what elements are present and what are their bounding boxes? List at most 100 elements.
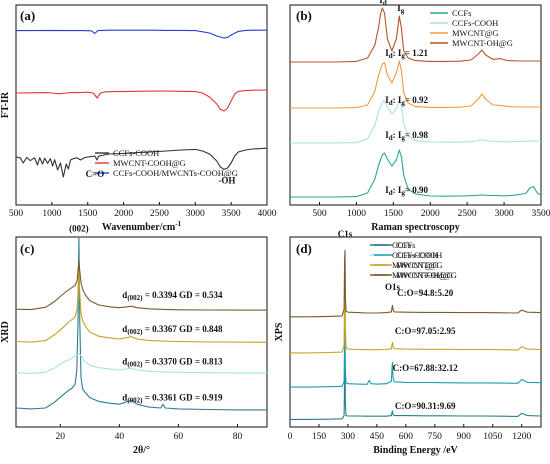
x-tick-label: 60 — [174, 432, 184, 442]
annotation-subscript: g — [401, 189, 405, 197]
plot-frame — [15, 4, 268, 206]
annotation-subscript: d — [383, 0, 387, 7]
x-tick-label: 2500 — [150, 209, 169, 219]
annotation-subscript: d — [389, 134, 393, 142]
annotation-subscript: g — [401, 7, 405, 15]
annotation-subscript: g — [401, 52, 405, 60]
legend-entry: CCFs — [452, 8, 471, 18]
annotation-subscript: g — [401, 134, 405, 142]
x-axis-label: Raman spectroscopy — [371, 222, 459, 233]
annotation-text: : I — [393, 130, 402, 140]
x-tick-label: 1050 — [483, 432, 502, 442]
panel-2: 500 1000 1500 2000 2500 3000 3500 Raman spectro… — [289, 0, 550, 233]
series-line — [16, 29, 267, 39]
x-tick-label: 1000 — [42, 209, 61, 219]
series-line — [290, 365, 542, 420]
annotation: C1s — [338, 229, 353, 239]
x-tick-label: 20 — [56, 432, 66, 442]
series-line — [290, 60, 541, 109]
legend-entry: MWCNT@G — [396, 260, 443, 270]
legend-entry: CCFs-COOH — [113, 148, 159, 158]
annotation: Id — [379, 0, 387, 7]
x-tick-label: 3000 — [186, 209, 205, 219]
legend: CCFs-COOHMWCNT-COOH@GCCFs-COOH/MWCNTs-CO… — [95, 148, 238, 178]
annotation-text: = 0.3394 GD = 0.534 — [142, 290, 223, 300]
annotation-text: : I — [393, 185, 402, 195]
annotation-text: = 0.98 — [405, 130, 429, 140]
legend-entry: CCFs-COOH — [392, 250, 438, 260]
legend-entry: CCFs-COOH — [396, 250, 442, 260]
series-line — [15, 259, 267, 311]
panel-4: 0 150 300 450 600 750 900 1050 1200 Binding Energ… — [274, 229, 542, 456]
x-tick-label: 1000 — [347, 209, 366, 219]
x-tick-label: 2000 — [114, 209, 133, 219]
x-tick-label: 600 — [399, 432, 414, 442]
x-tick-label: 500 — [312, 209, 327, 219]
panel-3: 20 40 60 80 2θ/° XRD (c) CCFsCCFs-COOHMWCNT@GMW… — [0, 223, 453, 456]
x-tick-label: 3000 — [495, 209, 514, 219]
annotation: Id: Ig= 0.90 — [385, 185, 428, 197]
legend-entry: CCFs-COOH/MWCNTs-COOH@G — [113, 168, 238, 178]
plot-frame — [289, 4, 542, 206]
plot-frame — [15, 236, 268, 428]
annotation: C=O — [86, 169, 105, 179]
x-tick-label: 1500 — [384, 209, 403, 219]
annotation: C:O=97.05:2.95 — [395, 326, 456, 336]
x-tick-label: 2500 — [458, 209, 477, 219]
y-axis-label: FT-IR — [0, 91, 11, 118]
series-line — [290, 99, 542, 144]
annotation: d(002) = 0.3367 GD = 0.848 — [122, 324, 223, 336]
y-axis-label: XRD — [0, 321, 11, 343]
panel-1: 500 1000 1500 2000 2500 3000 3500 4000 Wavenumbe… — [0, 4, 277, 233]
series-line — [15, 270, 268, 343]
x-tick-label: 3500 — [532, 209, 550, 219]
series-line — [290, 7, 541, 63]
x-tick-label: 1200 — [512, 432, 531, 442]
annotation-text: = 0.3367 GD = 0.848 — [142, 324, 223, 334]
panel-label: (c) — [20, 241, 34, 256]
x-tick-label: 2000 — [421, 209, 440, 219]
annotation: Ig — [397, 3, 405, 15]
legend-entry: MWCNT-OH@G — [452, 38, 513, 48]
annotation-subscript: g — [401, 99, 405, 107]
y-axis-label: XPS — [274, 322, 285, 341]
legend-entry: MWCNT-OH@G — [392, 270, 453, 280]
series-line — [15, 236, 267, 411]
series-line — [290, 149, 542, 198]
annotation-text: : I — [393, 95, 402, 105]
x-tick-label: 150 — [312, 432, 327, 442]
annotation: C:O=67.88:32.12 — [393, 363, 459, 373]
annotation: O1s — [385, 282, 401, 292]
annotation-text: = 0.3370 GD = 0.813 — [142, 356, 223, 366]
annotation: -OH — [218, 175, 235, 185]
annotation-subscript: d — [389, 189, 393, 197]
legend-entry: MWCNT@G — [452, 28, 499, 38]
series-line — [15, 89, 268, 112]
x-axis-label: Binding Energy /eV — [373, 445, 458, 456]
series-line — [290, 268, 542, 354]
legend-entry: CCFs-COOH — [452, 18, 498, 28]
x-tick-label: 750 — [428, 432, 443, 442]
panel-label: (d) — [296, 241, 312, 256]
legend-entry: CCFs — [396, 240, 415, 250]
legend-entry: MWCNT@G — [392, 260, 439, 270]
annotation-subscript: (002) — [127, 328, 143, 336]
annotation: d(002) = 0.3394 GD = 0.534 — [122, 290, 223, 302]
annotation: C:O=94.8:5.20 — [397, 288, 454, 298]
legend-entry: CCFs — [392, 240, 411, 250]
annotation-text: = 0.3361 GD = 0.919 — [142, 392, 223, 402]
annotation: Id: Ig= 1.21 — [385, 48, 428, 60]
annotation: Id: Ig= 0.98 — [385, 130, 428, 142]
annotation: d(002) = 0.3370 GD = 0.813 — [122, 356, 223, 368]
x-tick-label: 450 — [370, 432, 385, 442]
panel-label: (b) — [296, 8, 312, 23]
annotation: Id: Ig= 0.92 — [385, 95, 428, 107]
series-line — [290, 327, 542, 388]
panel-label: (a) — [20, 8, 35, 23]
x-tick-label: 40 — [115, 432, 125, 442]
annotation-subscript: d — [389, 52, 393, 60]
annotation-text: = 1.21 — [405, 48, 429, 58]
